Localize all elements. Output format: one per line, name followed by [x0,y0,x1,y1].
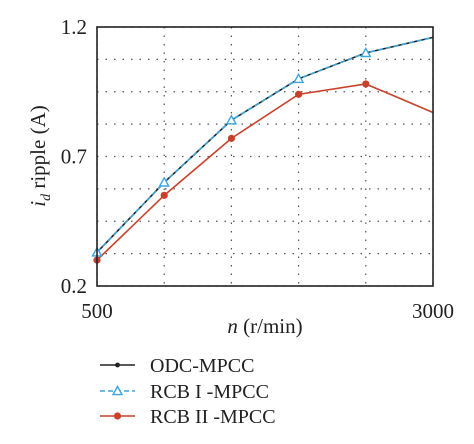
y-tick-label-2: 0.2 [61,274,87,298]
x-tick-label-0: 500 [81,299,113,323]
x-tick-label-1: 3000 [412,299,454,323]
y-axis-title: id ripple (A) [26,105,54,206]
y-axis-title-italic: i [26,201,50,207]
series-line-0 [96,36,434,253]
legend: ODC-MPCC RCB I -MPCC RCB II -MPCC [100,355,276,428]
series-2-marker-4 [362,80,370,88]
series-1-marker-4 [360,46,372,58]
plot-area-frame [96,26,434,287]
series-2-marker-3 [295,90,303,98]
series-markers [91,46,372,264]
series-lines [96,36,434,261]
x-axis-title-text: (r/min) [238,314,303,338]
y-tick-label-0: 1.2 [61,15,87,39]
y-axis-title-text: ripple (A) [26,105,50,194]
legend-label-2: RCB II -MPCC [150,406,276,428]
series-1-marker-2 [225,114,238,125]
legend-marker-0 [115,362,120,368]
series-2-marker-1 [160,191,168,199]
grid-lines [96,26,434,287]
series-line-2 [96,83,434,261]
x-axis-title: n (r/min) [227,314,302,338]
x-axis-title-italic: n [227,314,238,338]
series-1-marker-3 [292,72,305,84]
legend-marker-1 [111,385,124,396]
legend-marker-2 [113,412,122,420]
series-line-1 [96,36,434,253]
y-axis-title-subscript: d [39,193,54,201]
series-2-marker-2 [227,134,235,142]
y-tick-label-1: 0.7 [61,145,87,169]
legend-label-1: RCB I -MPCC [150,381,269,403]
legend-label-0: ODC-MPCC [150,355,254,377]
series-1-marker-1 [158,176,170,187]
